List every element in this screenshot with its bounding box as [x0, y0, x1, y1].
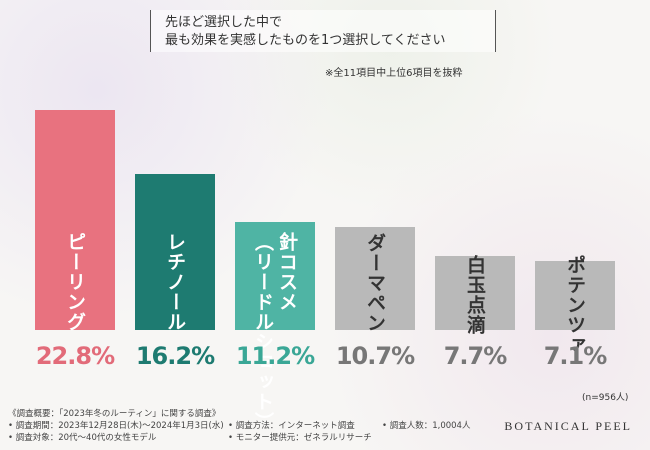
value-label: 22.8% — [35, 342, 115, 370]
category-label: ダーマペン — [364, 232, 386, 333]
survey-heading: 《調査概要：「2023年冬のルーティン」に関する調査》 — [8, 409, 221, 419]
title-box: 先ほど選択した中で 最も効果を実感したものを1つ選択してください — [150, 10, 496, 52]
value-label: 16.2% — [135, 342, 215, 370]
note: ※全11項目中上位6項目を抜粋 — [325, 68, 463, 79]
bar — [135, 173, 215, 330]
bar — [35, 109, 115, 330]
category-label: レチノール — [164, 232, 186, 332]
category-label: ポテンツァ — [564, 255, 586, 355]
survey-item: • 調査人数：1,0004人 — [382, 421, 471, 431]
bar — [535, 261, 615, 330]
category-label: 白玉点滴 — [464, 255, 486, 335]
survey-item: • 調査期間：2023年12月28日(木)～2024年1月3日(水) — [8, 421, 224, 431]
sample-size: (n=956人) — [582, 393, 629, 403]
value-label: 7.1% — [543, 342, 608, 370]
survey-item: • モニター提供元：ゼネラルリサーチ — [228, 433, 372, 443]
survey-item: • 調査方法：インターネット調査 — [228, 421, 355, 431]
title-line: 先ほど選択した中で — [165, 15, 283, 30]
value-label: 10.7% — [335, 342, 415, 370]
bar — [335, 226, 415, 330]
value-label: 11.2% — [235, 342, 315, 370]
value-label: 7.7% — [443, 342, 508, 370]
survey-item: • 調査対象：20代～40代の女性モデル — [8, 433, 157, 443]
bar — [435, 255, 515, 330]
title-line: 最も効果を実感したものを1つ選択してください — [165, 33, 446, 48]
category-label: 針コスメ （リードルショット） — [252, 232, 298, 432]
bar — [235, 221, 315, 330]
category-label: ピーリング — [64, 232, 86, 332]
brand: BOTANICAL PEEL — [504, 419, 632, 433]
